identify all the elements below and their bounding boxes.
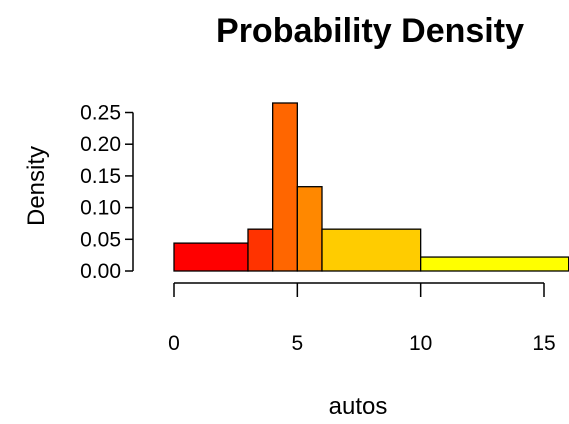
y-axis: 0.00 0.05 0.10 0.15 0.20 0.25 [80, 102, 134, 283]
histogram-bar-4 [321, 228, 422, 272]
x-tick-label-1: 5 [291, 332, 303, 355]
x-tick-label-2: 10 [409, 332, 432, 355]
y-tick-label-1: 0.05 [80, 228, 121, 251]
histogram-bar-3 [296, 186, 323, 272]
x-axis: 0 5 10 15 [168, 282, 556, 355]
y-tick-label-5: 0.25 [80, 102, 121, 125]
histogram-bar-2 [272, 102, 298, 272]
x-axis-label: autos [329, 393, 388, 420]
histogram-bar-1 [247, 228, 274, 272]
y-axis-label: Density [23, 146, 50, 226]
chart-title: Probability Density [216, 12, 524, 50]
y-tick-label-0: 0.00 [80, 260, 121, 283]
y-tick-label-2: 0.10 [80, 197, 121, 220]
histogram-bar-5 [420, 256, 569, 272]
x-tick-label-3: 15 [532, 332, 555, 355]
y-tick-label-3: 0.15 [80, 165, 121, 188]
y-tick-label-4: 0.20 [80, 133, 121, 156]
histogram-bar-0 [173, 242, 249, 272]
x-tick-label-0: 0 [168, 332, 180, 355]
histogram-bars [173, 102, 569, 272]
